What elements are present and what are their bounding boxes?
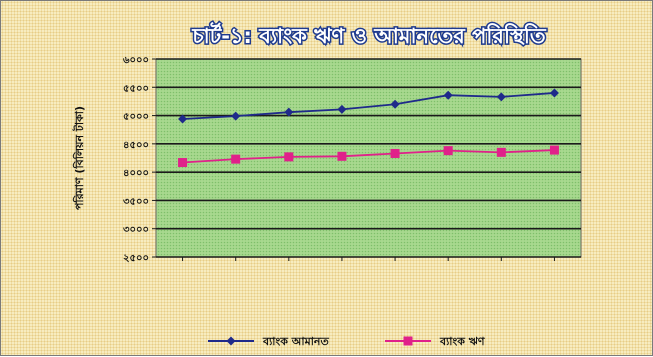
legend: ব্যাংক আমানত ব্যাংক ঋণ <box>208 335 486 348</box>
x-axis-ticks <box>182 257 555 261</box>
data-point <box>443 90 453 100</box>
y-tick-label: ৩৫০০ <box>123 196 149 207</box>
data-point <box>496 147 506 157</box>
legend-marker-deposit <box>226 336 236 346</box>
data-point <box>549 145 559 155</box>
series-line-loan <box>182 149 555 164</box>
y-tick-label: ৪৫০০ <box>123 140 149 151</box>
legend-label-loan: ব্যাংক ঋণ <box>439 335 486 348</box>
y-tick-label: ২৫০০ <box>123 253 149 264</box>
legend-label-deposit: ব্যাংক আমানত <box>262 335 329 348</box>
data-point <box>178 114 188 124</box>
legend-marker-loan <box>403 336 413 346</box>
data-point <box>443 146 453 156</box>
y-tick-label: ৫৫০০ <box>123 83 149 94</box>
plot-area <box>155 58 582 258</box>
data-point <box>390 99 400 109</box>
series-layer <box>178 88 559 168</box>
data-point <box>390 148 400 158</box>
y-tick-label: ৪০০০ <box>123 168 149 179</box>
y-tick-label: ৫০০০ <box>123 112 149 123</box>
y-axis-ticks: ২৫০০ ৩০০০ ৩৫০০ ৪০০০ ৪৫০০ ৫০০০ ৫৫০০ ৬০০০ <box>123 55 156 264</box>
series-line-deposit <box>182 92 555 120</box>
y-axis-label: পরিমাণ (বিলিয়ন টাকা) <box>72 106 86 210</box>
data-point <box>284 152 294 162</box>
data-point <box>496 92 506 102</box>
data-point <box>231 154 241 164</box>
data-point <box>178 158 188 168</box>
data-point <box>231 111 241 121</box>
chart-title: চার্ট-১: ব্যাংক ঋণ ও আমানতের পরিস্থিতি <box>191 22 547 48</box>
y-tick-label: ৬০০০ <box>123 55 149 66</box>
data-point <box>284 107 294 117</box>
gridlines <box>156 58 581 258</box>
data-point <box>549 88 559 98</box>
data-point <box>337 151 347 161</box>
data-point <box>337 104 347 114</box>
y-tick-label: ৩০০০ <box>123 225 149 236</box>
